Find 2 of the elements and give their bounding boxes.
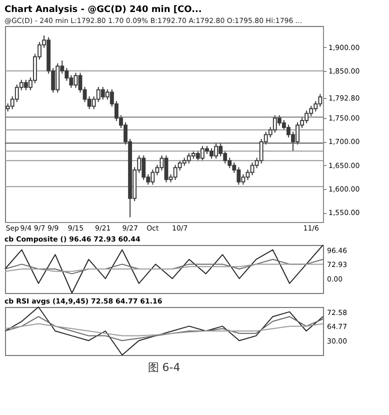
chart-title: Chart Analysis - @GC(D) 240 min [CO... bbox=[4, 5, 202, 15]
text: 图 6-4 bbox=[148, 361, 180, 374]
